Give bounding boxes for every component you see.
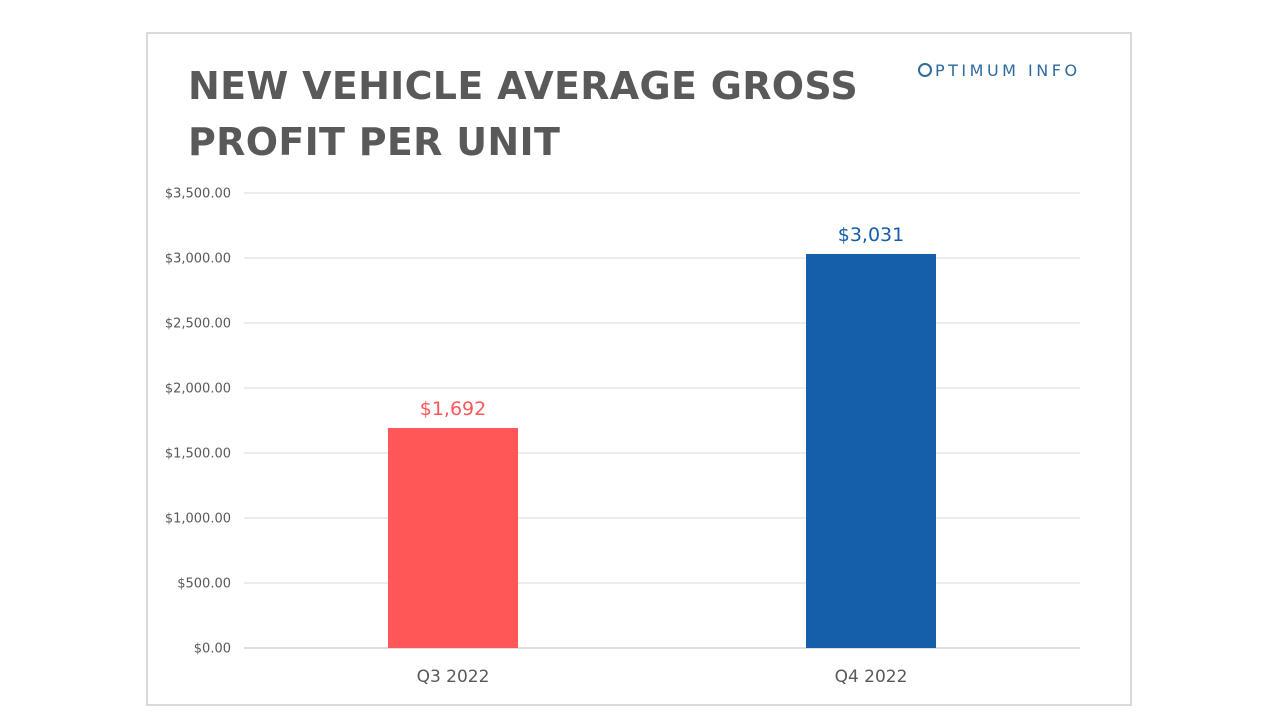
y-tick-label: $1,500.00 <box>165 447 231 462</box>
y-tick-label: $3,500.00 <box>165 187 231 202</box>
y-tick-label: $1,000.00 <box>165 512 231 527</box>
x-tick-label: Q3 2022 <box>417 667 490 687</box>
y-tick-label: $500.00 <box>177 577 231 592</box>
y-tick-label: $3,000.00 <box>165 252 231 267</box>
chart-title: NEW VEHICLE AVERAGE GROSS PROFIT PER UNI… <box>188 58 888 170</box>
brand-text: PTIMUM INFO <box>935 60 1081 80</box>
data-label: $3,031 <box>838 224 904 246</box>
x-axis-ticks: Q3 2022 Q4 2022 <box>417 667 908 687</box>
optimum-info-logo: PTIMUM INFO <box>918 58 1081 82</box>
data-labels: $1,692 $3,031 <box>420 224 904 420</box>
bar <box>388 428 518 648</box>
y-tick-label: $2,500.00 <box>165 317 231 332</box>
o-ring-icon <box>918 63 932 77</box>
chart-title-line-2: PROFIT PER UNIT <box>188 120 561 164</box>
x-tick-label: Q4 2022 <box>835 667 908 687</box>
bar <box>806 253 936 648</box>
y-tick-label: $0.00 <box>194 642 231 657</box>
gridlines <box>244 192 1080 649</box>
data-label: $1,692 <box>420 398 486 420</box>
chart-frame: NEW VEHICLE AVERAGE GROSS PROFIT PER UNI… <box>146 32 1132 706</box>
y-axis-ticks: $0.00 $500.00 $1,000.00 $1,500.00 $2,000.00 $… <box>165 187 231 657</box>
chart-title-line-1: NEW VEHICLE AVERAGE GROSS <box>188 64 859 108</box>
bars <box>388 253 936 648</box>
y-tick-label: $2,000.00 <box>165 382 231 397</box>
